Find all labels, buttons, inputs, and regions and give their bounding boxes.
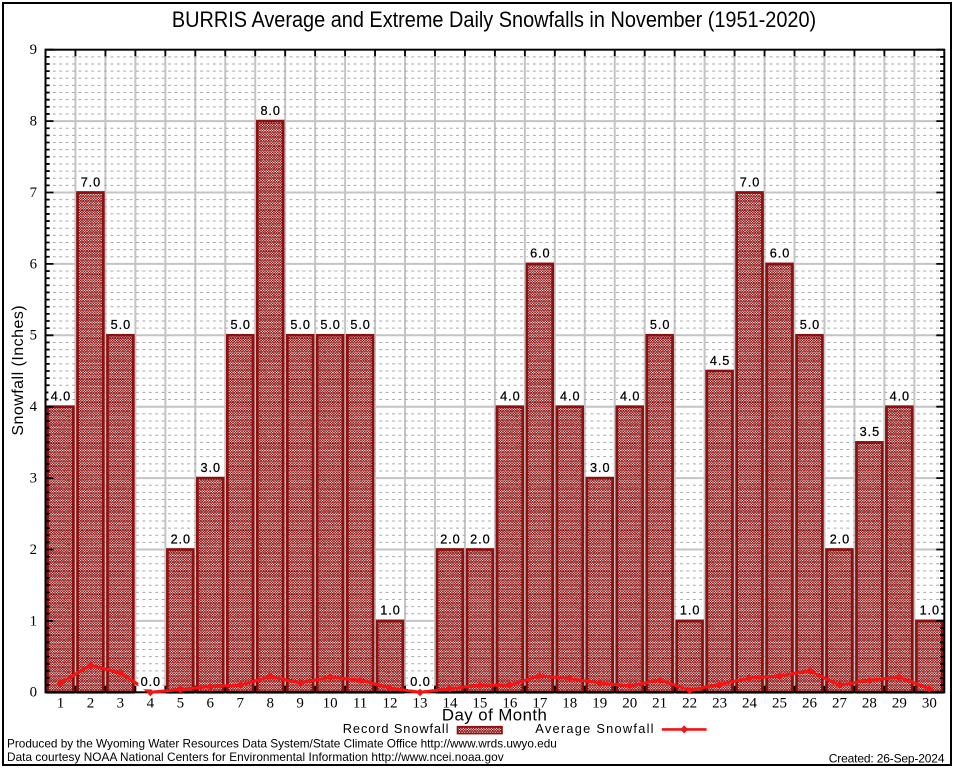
- svg-text:4.0: 4.0: [620, 390, 640, 404]
- svg-text:1.0: 1.0: [920, 604, 940, 618]
- svg-text:5.0: 5.0: [650, 318, 670, 332]
- svg-text:4: 4: [147, 696, 155, 712]
- svg-text:2.0: 2.0: [440, 532, 460, 546]
- svg-text:5.0: 5.0: [230, 318, 250, 332]
- svg-text:2.0: 2.0: [830, 532, 850, 546]
- svg-text:Produced by the Wyoming Water: Produced by the Wyoming Water Resources …: [7, 737, 557, 751]
- svg-text:3.0: 3.0: [201, 461, 221, 475]
- svg-text:19: 19: [592, 696, 607, 712]
- svg-text:1.0: 1.0: [380, 604, 400, 618]
- svg-text:3.0: 3.0: [590, 461, 610, 475]
- svg-text:7.0: 7.0: [740, 175, 760, 189]
- svg-text:4.0: 4.0: [560, 390, 580, 404]
- svg-text:5: 5: [30, 328, 37, 344]
- svg-text:11: 11: [353, 696, 367, 712]
- svg-text:5.0: 5.0: [111, 318, 130, 332]
- svg-text:9: 9: [30, 42, 37, 58]
- svg-text:6.0: 6.0: [770, 247, 790, 261]
- svg-text:5.0: 5.0: [290, 318, 310, 332]
- svg-text:1.0: 1.0: [680, 604, 700, 618]
- svg-text:Day of Month: Day of Month: [442, 706, 547, 725]
- svg-text:0.0: 0.0: [410, 675, 430, 689]
- svg-text:7.0: 7.0: [81, 175, 101, 189]
- svg-text:25: 25: [772, 696, 787, 712]
- svg-text:5.0: 5.0: [320, 318, 340, 332]
- svg-text:Record Snowfall: Record Snowfall: [343, 721, 449, 736]
- svg-text:5.0: 5.0: [800, 318, 820, 332]
- svg-text:9: 9: [296, 696, 304, 712]
- svg-text:4.0: 4.0: [890, 390, 910, 404]
- svg-text:13: 13: [413, 696, 428, 712]
- svg-text:22: 22: [682, 696, 697, 712]
- svg-text:8.0: 8.0: [260, 104, 280, 118]
- svg-text:10: 10: [323, 696, 338, 712]
- svg-text:0.0: 0.0: [141, 675, 161, 689]
- svg-text:BURRIS Average and Extreme Dai: BURRIS Average and Extreme Daily Snowfal…: [172, 7, 816, 32]
- svg-text:3: 3: [117, 696, 125, 712]
- svg-text:4.0: 4.0: [51, 390, 70, 404]
- svg-text:26: 26: [802, 696, 818, 712]
- svg-text:20: 20: [622, 696, 637, 712]
- svg-text:1: 1: [57, 696, 65, 712]
- svg-text:2: 2: [87, 696, 95, 712]
- svg-text:8: 8: [266, 696, 274, 712]
- svg-text:12: 12: [383, 696, 398, 712]
- svg-text:4.5: 4.5: [710, 354, 730, 368]
- svg-text:7: 7: [30, 185, 37, 201]
- svg-text:7: 7: [236, 696, 244, 712]
- svg-text:4: 4: [30, 399, 38, 415]
- svg-text:17: 17: [532, 696, 548, 712]
- svg-text:24: 24: [742, 696, 758, 712]
- svg-text:Created: 26-Sep-2024: Created: 26-Sep-2024: [829, 751, 945, 765]
- svg-text:2: 2: [30, 542, 37, 558]
- svg-text:30: 30: [922, 696, 937, 712]
- svg-text:8: 8: [30, 114, 37, 130]
- svg-text:6: 6: [30, 256, 37, 272]
- svg-text:23: 23: [712, 696, 727, 712]
- svg-text:6: 6: [207, 696, 215, 712]
- svg-text:6.0: 6.0: [530, 247, 550, 261]
- svg-text:Average Snowfall: Average Snowfall: [535, 721, 653, 736]
- svg-text:21: 21: [652, 696, 667, 712]
- svg-text:2.0: 2.0: [470, 532, 490, 546]
- svg-text:4.0: 4.0: [500, 390, 520, 404]
- svg-text:5.0: 5.0: [350, 318, 370, 332]
- svg-text:3: 3: [30, 471, 37, 487]
- svg-text:29: 29: [892, 696, 907, 712]
- svg-text:15: 15: [472, 696, 487, 712]
- svg-text:2.0: 2.0: [171, 532, 191, 546]
- svg-text:27: 27: [832, 696, 848, 712]
- svg-text:0: 0: [30, 685, 37, 701]
- svg-text:1: 1: [30, 613, 37, 629]
- svg-text:3.5: 3.5: [860, 425, 880, 439]
- svg-text:14: 14: [442, 696, 458, 712]
- svg-text:5: 5: [177, 696, 185, 712]
- svg-text:28: 28: [862, 696, 877, 712]
- svg-text:Data courtesy NOAA National Ce: Data courtesy NOAA National Centers for …: [7, 750, 504, 764]
- svg-text:18: 18: [562, 696, 577, 712]
- svg-text:Snowfall (Inches): Snowfall (Inches): [10, 305, 27, 435]
- svg-text:16: 16: [502, 696, 518, 712]
